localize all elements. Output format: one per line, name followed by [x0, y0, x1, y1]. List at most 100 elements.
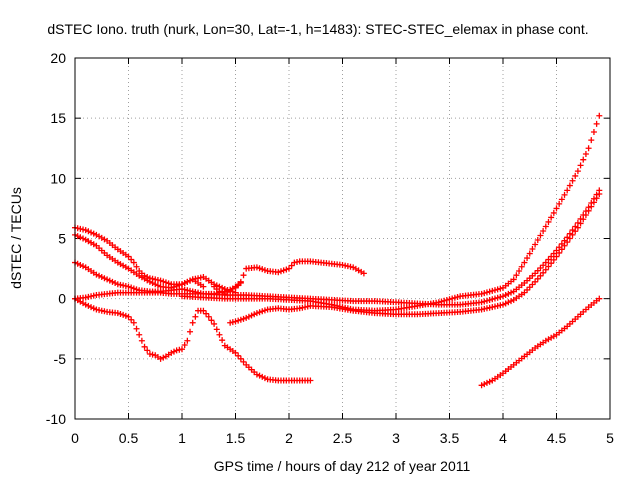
data-point	[548, 214, 555, 221]
data-point	[566, 182, 573, 189]
data-point	[138, 337, 145, 344]
x-tick-label: 5	[606, 430, 614, 446]
chart-title: dSTEC Iono. truth (nurk, Lon=30, Lat=-1,…	[47, 21, 588, 37]
y-tick-label: 15	[50, 110, 66, 126]
data-point	[516, 267, 523, 274]
data-point	[572, 172, 579, 179]
data-point	[245, 313, 252, 320]
series-group	[72, 112, 603, 389]
data-point	[128, 316, 135, 323]
data-point	[588, 137, 595, 144]
data-point	[564, 187, 571, 194]
series-6	[227, 190, 603, 326]
data-point	[534, 237, 541, 244]
data-point	[564, 239, 571, 246]
data-point	[542, 259, 549, 266]
data-point	[582, 212, 589, 219]
data-point	[253, 264, 260, 271]
y-tick-label: 20	[50, 50, 66, 66]
data-point	[286, 265, 292, 272]
data-point	[133, 325, 140, 332]
data-point	[489, 287, 496, 294]
data-point	[77, 234, 84, 241]
data-point	[74, 233, 81, 240]
x-tick-label: 0.5	[119, 430, 139, 446]
data-point	[181, 280, 188, 287]
data-point	[219, 289, 226, 296]
data-point	[80, 235, 87, 242]
data-point	[213, 326, 220, 333]
data-point	[502, 292, 509, 299]
data-point	[537, 232, 544, 239]
data-point	[280, 267, 287, 274]
data-point	[160, 278, 167, 285]
data-point	[149, 280, 156, 287]
data-point	[120, 311, 127, 318]
data-point	[558, 196, 565, 203]
data-point	[556, 249, 563, 256]
data-point	[122, 312, 129, 319]
data-point	[545, 256, 552, 263]
data-point	[235, 352, 242, 359]
data-point	[497, 285, 504, 292]
data-point	[125, 313, 132, 320]
data-point	[235, 317, 242, 324]
data-point	[585, 207, 592, 214]
data-point	[518, 263, 525, 270]
data-point	[593, 120, 600, 127]
data-point	[237, 278, 244, 285]
data-point	[144, 347, 151, 354]
data-point	[491, 295, 498, 302]
data-point	[497, 294, 504, 301]
data-point	[478, 382, 485, 389]
data-point	[130, 259, 137, 266]
data-point	[596, 295, 603, 302]
series-2	[72, 231, 239, 296]
data-point	[136, 331, 143, 338]
data-point	[566, 235, 573, 242]
data-point	[85, 302, 92, 309]
data-point	[451, 294, 458, 301]
data-point	[261, 307, 268, 314]
data-point	[513, 272, 520, 279]
data-point	[478, 299, 485, 306]
data-point	[128, 256, 135, 263]
data-point	[532, 270, 539, 277]
x-tick-label: 4.5	[547, 430, 567, 446]
plot-border	[74, 57, 611, 420]
data-point	[187, 328, 194, 335]
data-point	[521, 289, 528, 296]
data-point	[261, 375, 268, 382]
data-point	[88, 304, 95, 311]
data-point	[240, 272, 247, 279]
data-point	[526, 284, 533, 291]
data-point	[232, 318, 239, 325]
data-point	[534, 267, 541, 274]
series-4	[72, 187, 603, 308]
data-point	[216, 331, 223, 338]
data-point	[508, 289, 515, 296]
data-point	[259, 308, 266, 315]
data-point	[534, 275, 541, 282]
data-point	[593, 195, 600, 202]
data-point	[524, 255, 531, 262]
data-point	[435, 299, 442, 306]
data-point	[275, 269, 282, 276]
data-point	[542, 223, 549, 230]
data-point	[253, 310, 260, 317]
data-point	[98, 274, 105, 281]
y-tick-label: -5	[54, 351, 67, 367]
data-point	[133, 263, 140, 270]
data-point	[112, 280, 119, 287]
data-point	[259, 373, 266, 380]
data-point	[128, 284, 135, 291]
data-point	[154, 282, 161, 289]
data-point	[90, 230, 97, 237]
data-point	[189, 319, 196, 326]
series-8	[179, 112, 603, 314]
data-point	[200, 307, 207, 314]
x-axis-label: GPS time / hours of day 212 of year 2011	[214, 458, 471, 474]
data-point	[200, 283, 207, 290]
data-point	[481, 381, 488, 388]
